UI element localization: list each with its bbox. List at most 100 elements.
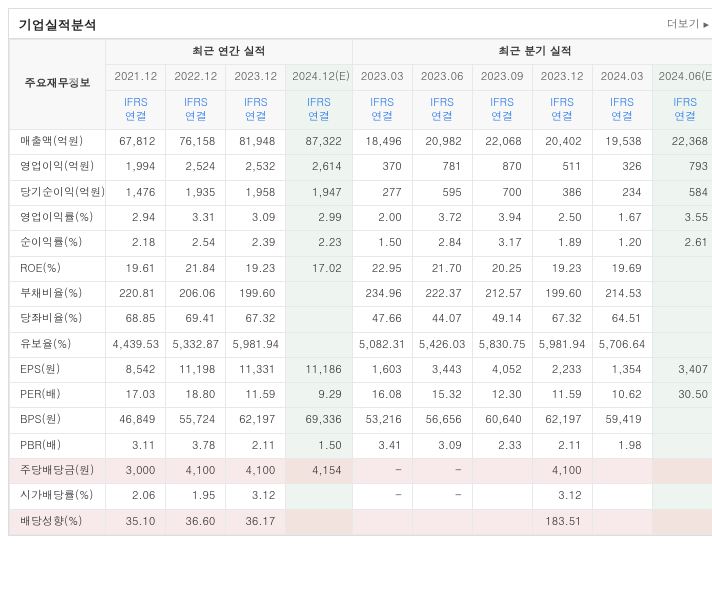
cell-quarter: 67.32 bbox=[532, 307, 592, 332]
cell-quarter: 234.96 bbox=[352, 281, 412, 306]
cell-quarter: 18,496 bbox=[352, 130, 412, 155]
cell-quarter: 19.23 bbox=[532, 256, 592, 281]
cell-quarter: 56,656 bbox=[412, 408, 472, 433]
cell-annual: 2.54 bbox=[166, 231, 226, 256]
header-ifrs: IFRS연결 bbox=[352, 90, 412, 130]
table-row: 영업이익률(%)2.943.313.092.992.003.723.942.50… bbox=[10, 206, 712, 231]
cell-annual: 1,947 bbox=[286, 180, 352, 205]
cell-annual: 87,322 bbox=[286, 130, 352, 155]
cell-annual: 11,198 bbox=[166, 357, 226, 382]
cell-quarter: 793 bbox=[652, 155, 712, 180]
cell-quarter: 234 bbox=[592, 180, 652, 205]
cell-annual: 1,994 bbox=[106, 155, 166, 180]
table-row: BPS(원)46,84955,72462,19769,33653,21656,6… bbox=[10, 408, 712, 433]
cell-quarter: 59,419 bbox=[592, 408, 652, 433]
cell-quarter: 3,407 bbox=[652, 357, 712, 382]
cell-quarter bbox=[652, 459, 712, 484]
cell-annual: 68.85 bbox=[106, 307, 166, 332]
cell-quarter: 1,354 bbox=[592, 357, 652, 382]
header-ifrs: IFRS연결 bbox=[472, 90, 532, 130]
cell-quarter: - bbox=[352, 484, 412, 509]
cell-annual: 2.99 bbox=[286, 206, 352, 231]
row-label: 매출액(억원) bbox=[10, 130, 106, 155]
header-date-quarter: 2023.09 bbox=[472, 65, 532, 90]
table-row: 유보율(%)4,439.535,332.875,981.945,082.315,… bbox=[10, 332, 712, 357]
cell-quarter bbox=[592, 484, 652, 509]
cell-quarter: - bbox=[352, 459, 412, 484]
cell-quarter: 47.66 bbox=[352, 307, 412, 332]
cell-quarter: 12.30 bbox=[472, 383, 532, 408]
cell-quarter: 49.14 bbox=[472, 307, 532, 332]
cell-quarter bbox=[652, 256, 712, 281]
cell-annual: 3,000 bbox=[106, 459, 166, 484]
cell-quarter bbox=[412, 509, 472, 534]
cell-annual: 1.95 bbox=[166, 484, 226, 509]
cell-annual: 69.41 bbox=[166, 307, 226, 332]
cell-quarter bbox=[652, 408, 712, 433]
cell-annual: 36.60 bbox=[166, 509, 226, 534]
cell-annual: 21.84 bbox=[166, 256, 226, 281]
cell-quarter: 1.20 bbox=[592, 231, 652, 256]
cell-quarter: 700 bbox=[472, 180, 532, 205]
row-label: BPS(원) bbox=[10, 408, 106, 433]
cell-quarter bbox=[472, 484, 532, 509]
cell-quarter bbox=[352, 509, 412, 534]
cell-annual: 35.10 bbox=[106, 509, 166, 534]
cell-quarter: 2,233 bbox=[532, 357, 592, 382]
cell-annual: 220.81 bbox=[106, 281, 166, 306]
header-date-annual: 2023.12 bbox=[226, 65, 286, 90]
table-row: 순이익률(%)2.182.542.392.231.502.843.171.891… bbox=[10, 231, 712, 256]
row-label: 부채비율(%) bbox=[10, 281, 106, 306]
cell-annual: 11,186 bbox=[286, 357, 352, 382]
row-label: 유보율(%) bbox=[10, 332, 106, 357]
cell-quarter: 5,981.94 bbox=[532, 332, 592, 357]
header-date-quarter: 2023.03 bbox=[352, 65, 412, 90]
header-date-quarter: 2023.12 bbox=[532, 65, 592, 90]
row-label: 당좌비율(%) bbox=[10, 307, 106, 332]
cell-annual: 55,724 bbox=[166, 408, 226, 433]
cell-quarter: 3.72 bbox=[412, 206, 472, 231]
more-link[interactable]: 더보기 bbox=[667, 17, 709, 32]
table-row: 당기순이익(억원)1,4761,9351,9581,94727759570038… bbox=[10, 180, 712, 205]
header-date-quarter: 2024.06(E) bbox=[652, 65, 712, 90]
cell-quarter: 3.55 bbox=[652, 206, 712, 231]
cell-annual: 5,981.94 bbox=[226, 332, 286, 357]
row-label: PBR(배) bbox=[10, 433, 106, 458]
header-ifrs: IFRS연결 bbox=[226, 90, 286, 130]
cell-quarter: 5,082.31 bbox=[352, 332, 412, 357]
cell-annual: 3.11 bbox=[106, 433, 166, 458]
header-date-row: 2021.122022.122023.122024.12(E)2023.0320… bbox=[10, 65, 712, 90]
cell-annual: 2.06 bbox=[106, 484, 166, 509]
row-label: ROE(%) bbox=[10, 256, 106, 281]
cell-quarter bbox=[652, 281, 712, 306]
header-ifrs: IFRS연결 bbox=[652, 90, 712, 130]
row-label: 주당배당금(원) bbox=[10, 459, 106, 484]
cell-quarter: 11.59 bbox=[532, 383, 592, 408]
header-date-annual: 2021.12 bbox=[106, 65, 166, 90]
cell-quarter: 10.62 bbox=[592, 383, 652, 408]
cell-annual: 3.12 bbox=[226, 484, 286, 509]
cell-quarter: 386 bbox=[532, 180, 592, 205]
cell-annual: 67,812 bbox=[106, 130, 166, 155]
cell-annual bbox=[286, 484, 352, 509]
header-period-row: 주요재무정보 최근 연간 실적 최근 분기 실적 bbox=[10, 40, 712, 65]
cell-annual: 11,331 bbox=[226, 357, 286, 382]
cell-quarter: 214.53 bbox=[592, 281, 652, 306]
cell-annual: 5,332.87 bbox=[166, 332, 226, 357]
table-row: EPS(원)8,54211,19811,33111,1861,6033,4434… bbox=[10, 357, 712, 382]
cell-quarter: 19,538 bbox=[592, 130, 652, 155]
row-label: 배당성향(%) bbox=[10, 509, 106, 534]
cell-quarter: 1.67 bbox=[592, 206, 652, 231]
cell-annual: 4,100 bbox=[226, 459, 286, 484]
cell-annual bbox=[286, 332, 352, 357]
header-group-annual: 최근 연간 실적 bbox=[106, 40, 352, 65]
cell-quarter: 3.09 bbox=[412, 433, 472, 458]
cell-quarter: 222.37 bbox=[412, 281, 472, 306]
cell-annual: 2.39 bbox=[226, 231, 286, 256]
cell-quarter: 212.57 bbox=[472, 281, 532, 306]
row-label: 시가배당률(%) bbox=[10, 484, 106, 509]
cell-annual: 8,542 bbox=[106, 357, 166, 382]
cell-quarter: 60,640 bbox=[472, 408, 532, 433]
cell-annual: 2.23 bbox=[286, 231, 352, 256]
cell-quarter: 44.07 bbox=[412, 307, 472, 332]
